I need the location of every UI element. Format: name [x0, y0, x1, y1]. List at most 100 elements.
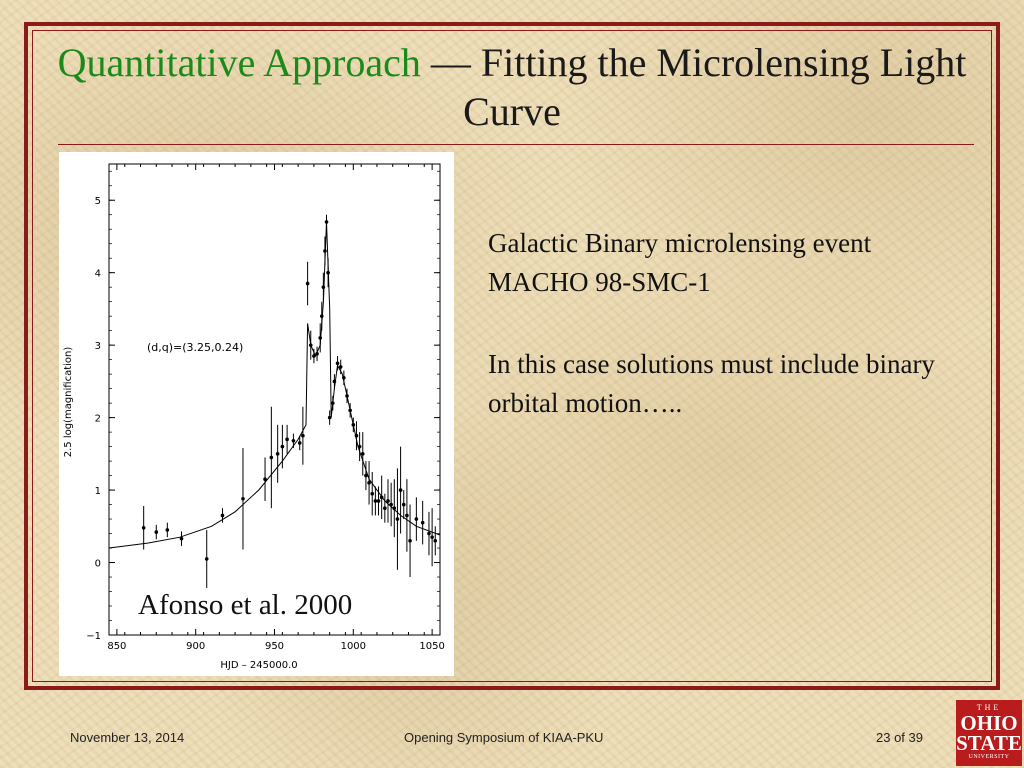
point-marker	[395, 517, 400, 521]
point-marker	[165, 528, 170, 532]
point-marker	[220, 513, 225, 518]
data-points	[141, 214, 438, 588]
point-marker	[354, 433, 359, 438]
chart-ticks: 850 900 950 1000 1050 −1 0 1 2 3 4 5	[86, 163, 445, 652]
point-marker	[342, 375, 346, 380]
data-point	[275, 424, 280, 483]
data-point	[141, 506, 146, 550]
data-point	[345, 388, 349, 404]
data-point	[427, 511, 431, 556]
logo-ohio: OHIO	[960, 711, 1018, 735]
data-point	[348, 403, 352, 418]
data-point	[154, 524, 159, 540]
y-axis-label: 2.5 log(magnification)	[63, 347, 74, 458]
data-point	[430, 508, 434, 567]
data-point	[357, 432, 362, 462]
data-point	[263, 457, 267, 501]
logo-the: THE	[976, 703, 1002, 712]
data-point	[364, 461, 368, 491]
body-text: Galactic Binary microlensing event MACHO…	[488, 224, 948, 466]
data-point	[269, 406, 274, 509]
point-marker	[370, 491, 375, 496]
data-point	[408, 504, 412, 578]
point-marker	[420, 520, 425, 525]
data-point	[383, 493, 387, 523]
data-point	[338, 359, 343, 375]
point-marker	[319, 314, 324, 318]
x-tick-label: 1050	[419, 641, 444, 652]
y-tick-label: −1	[86, 631, 101, 642]
point-marker	[297, 441, 302, 445]
data-point	[324, 214, 329, 230]
data-point	[420, 500, 425, 545]
point-marker	[392, 506, 397, 510]
slide-outer-frame	[24, 22, 1000, 690]
data-point	[395, 468, 400, 570]
data-point	[360, 432, 365, 476]
point-marker	[324, 220, 329, 224]
point-marker	[291, 439, 296, 443]
point-marker	[427, 531, 431, 536]
chart-svg: 850 900 950 1000 1050 −1 0 1 2 3 4 5 (d,q)=(3.25,0.…	[63, 163, 445, 671]
point-marker	[373, 499, 378, 503]
model-curve	[108, 221, 441, 549]
point-marker	[308, 343, 313, 347]
point-marker	[408, 539, 412, 543]
data-point	[398, 446, 403, 534]
point-marker	[345, 394, 349, 398]
point-marker	[331, 401, 335, 405]
data-point	[323, 236, 327, 266]
point-marker	[154, 530, 159, 534]
point-marker	[405, 513, 409, 518]
data-point	[335, 356, 340, 371]
data-point	[305, 261, 310, 306]
data-point	[401, 490, 406, 520]
point-marker	[348, 408, 352, 413]
data-point	[319, 301, 324, 331]
x-axis-label: HJD – 245000.0	[220, 660, 297, 671]
footer-page-number: 23 of 39	[876, 730, 923, 745]
y-tick-label: 1	[95, 486, 101, 497]
body-paragraph-1: Galactic Binary microlensing event MACHO…	[488, 228, 872, 297]
chart-annotation: (d,q)=(3.25,0.24)	[147, 341, 243, 354]
point-marker	[321, 285, 326, 289]
point-marker	[332, 379, 337, 384]
data-point	[321, 272, 326, 302]
title-dash: —	[420, 40, 481, 85]
point-marker	[179, 536, 184, 541]
point-marker	[379, 495, 384, 500]
body-paragraph-2: In this case solutions must include bina…	[488, 349, 935, 418]
point-marker	[389, 502, 393, 507]
point-marker	[383, 506, 387, 510]
data-point	[389, 482, 393, 527]
title-highlight: Quantitative Approach	[57, 40, 421, 85]
title-rest: Fitting the Microlensing Light Curve	[463, 40, 967, 134]
data-point	[370, 471, 375, 516]
citation: Afonso et al. 2000	[138, 589, 353, 621]
point-marker	[269, 455, 274, 460]
data-point	[379, 475, 384, 520]
data-point	[373, 486, 378, 516]
data-point	[326, 258, 330, 288]
data-point	[204, 529, 209, 588]
point-marker	[376, 499, 381, 503]
ohio-state-logo: THE OHIO STATE UNIVERSITY	[956, 700, 1022, 766]
point-marker	[357, 444, 362, 449]
point-marker	[364, 473, 368, 478]
data-point	[433, 526, 438, 556]
data-point	[405, 479, 409, 552]
data-point	[354, 421, 359, 451]
data-point	[312, 348, 316, 364]
point-marker	[338, 365, 343, 369]
data-point	[414, 497, 419, 541]
point-marker	[327, 415, 332, 420]
point-marker	[204, 557, 209, 561]
data-point	[280, 424, 285, 469]
data-point	[179, 531, 184, 546]
logo-state: STATE	[956, 731, 1022, 755]
logo-university: UNIVERSITY	[968, 754, 1010, 760]
data-point	[291, 433, 296, 449]
point-marker	[326, 270, 330, 275]
data-point	[327, 410, 332, 425]
data-point	[220, 508, 225, 523]
